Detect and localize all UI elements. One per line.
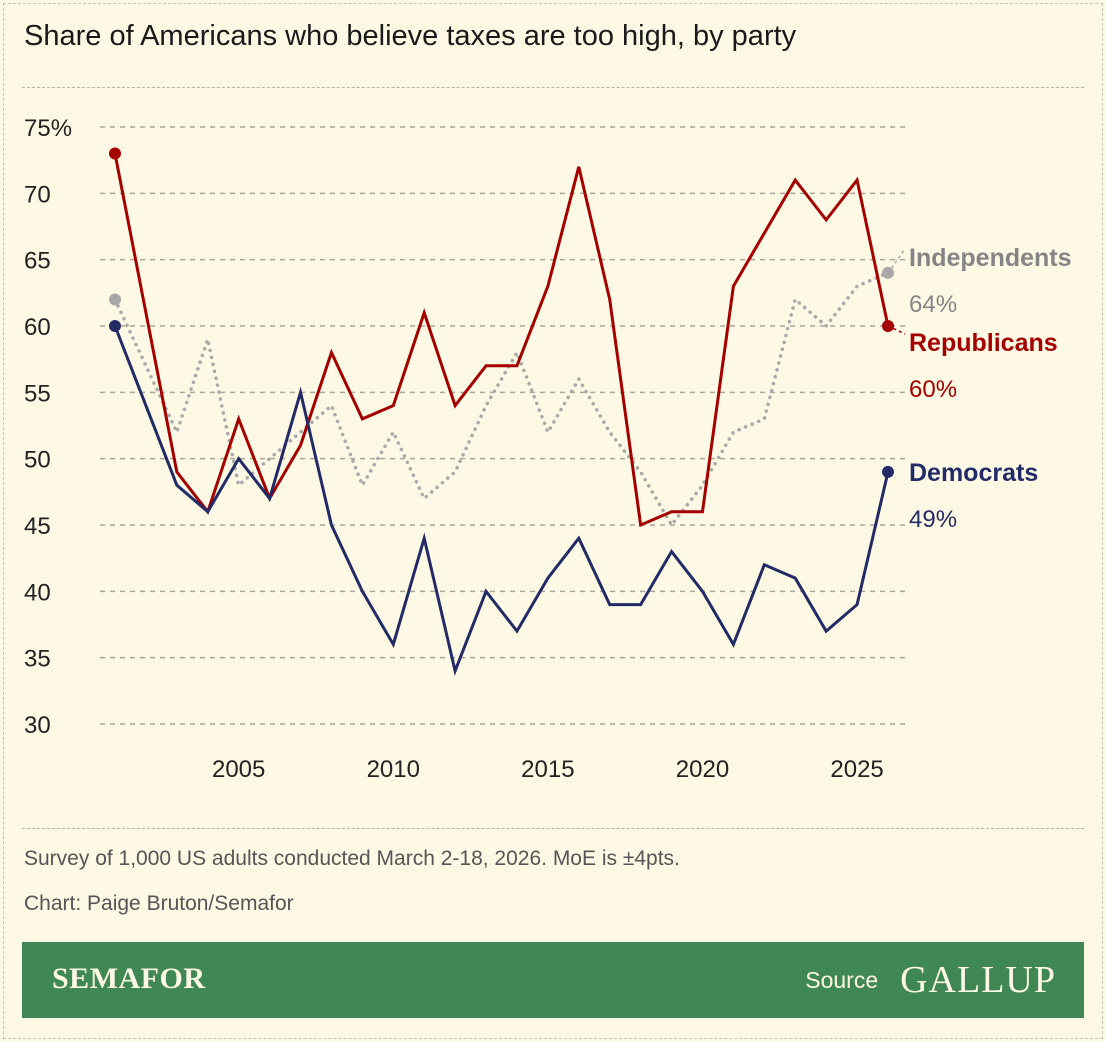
footer-divider [22, 828, 1084, 829]
chart-frame [3, 3, 1103, 1039]
y-tick-label: 30 [24, 712, 51, 739]
end-point-independents [882, 266, 894, 279]
y-tick-label: 65 [24, 248, 51, 275]
start-point-democrats [109, 320, 121, 332]
y-tick-label: 60 [24, 314, 51, 341]
source-label: Source [805, 966, 879, 993]
x-tick-label: 2010 [367, 756, 420, 783]
y-tick-label: 55 [24, 380, 51, 407]
y-tick-label: 40 [24, 579, 51, 606]
y-tick-label: 50 [24, 447, 51, 474]
footer-bar: SEMAFOR Source GALLUP [22, 942, 1084, 1018]
series-label-republicans: Republicans [909, 329, 1058, 357]
source-group: Source GALLUP [805, 942, 1056, 1018]
series-line-independents [113, 271, 890, 529]
survey-note: Survey of 1,000 US adults conducted Marc… [24, 847, 680, 870]
y-tick-label: 35 [24, 646, 51, 673]
x-tick-label: 2025 [830, 756, 883, 783]
series-value-independents: 64% [909, 291, 957, 318]
line-chart: 30 35 40 45 50 55 60 65 70 75% 2005 2010 2015 2020 202… [24, 115, 1072, 783]
y-tick-label: 70 [24, 181, 51, 208]
series-label-independents: Independents [909, 244, 1072, 272]
start-point-republicans [109, 147, 121, 160]
y-tick-label: 45 [24, 513, 51, 540]
start-point-independents [109, 293, 121, 306]
x-tick-label: 2015 [521, 756, 574, 783]
chart-credit: Chart: Paige Bruton/Semafor [24, 892, 294, 915]
series-value-democrats: 49% [909, 506, 957, 533]
x-tick-label: 2020 [676, 756, 729, 783]
series-label-democrats: Democrats [909, 459, 1038, 487]
gallup-logo: GALLUP [900, 959, 1056, 1001]
title-divider [22, 87, 1084, 88]
semafor-logo: SEMAFOR [52, 962, 206, 995]
series-line-democrats [113, 325, 890, 677]
leader-line-independents [887, 248, 906, 274]
series-value-republicans: 60% [909, 376, 957, 403]
end-point-democrats [882, 465, 894, 478]
y-tick-label: 75% [24, 115, 72, 142]
x-tick-label: 2005 [212, 756, 265, 783]
chart-title: Share of Americans who believe taxes are… [24, 20, 797, 52]
